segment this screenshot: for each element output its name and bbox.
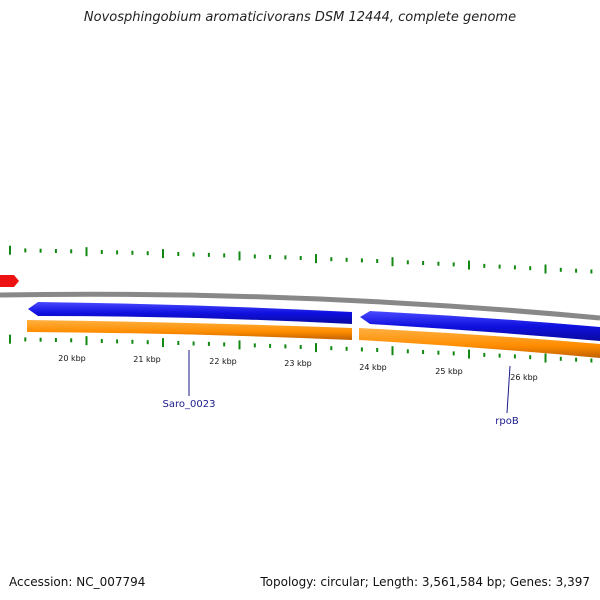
scale-labels: 20 kbp 21 kbp 22 kbp 23 kbp 24 kbp 25 kbp 26 k… bbox=[58, 354, 538, 382]
gene-leader-rpob bbox=[506, 365, 511, 414]
cds-reverse-2 bbox=[359, 328, 600, 358]
scale-label: 26 kbp bbox=[510, 373, 538, 382]
upper-tick-row bbox=[9, 245, 593, 274]
genome-backbone bbox=[0, 291, 600, 321]
cds-forward-1 bbox=[28, 302, 352, 324]
red-feature-marker bbox=[0, 275, 19, 287]
scale-label: 21 kbp bbox=[133, 355, 161, 364]
gene-label-rpob[interactable]: rpoB bbox=[495, 416, 519, 427]
gene-label-saro0023[interactable]: Saro_0023 bbox=[163, 399, 216, 410]
scale-label: 23 kbp bbox=[284, 359, 312, 368]
cds-forward-2 bbox=[360, 311, 600, 341]
accession-text: Accession: NC_007794 bbox=[9, 575, 146, 589]
cds-reverse-1 bbox=[27, 320, 352, 340]
genome-title: Novosphingobium aromaticivorans DSM 1244… bbox=[83, 10, 517, 25]
genome-summary-text: Topology: circular; Length: 3,561,584 bp… bbox=[260, 575, 590, 589]
scale-label: 22 kbp bbox=[209, 357, 237, 366]
scale-label: 20 kbp bbox=[58, 354, 86, 363]
lower-tick-row bbox=[9, 334, 593, 363]
scale-label: 24 kbp bbox=[359, 363, 387, 372]
scale-label: 25 kbp bbox=[435, 367, 463, 376]
